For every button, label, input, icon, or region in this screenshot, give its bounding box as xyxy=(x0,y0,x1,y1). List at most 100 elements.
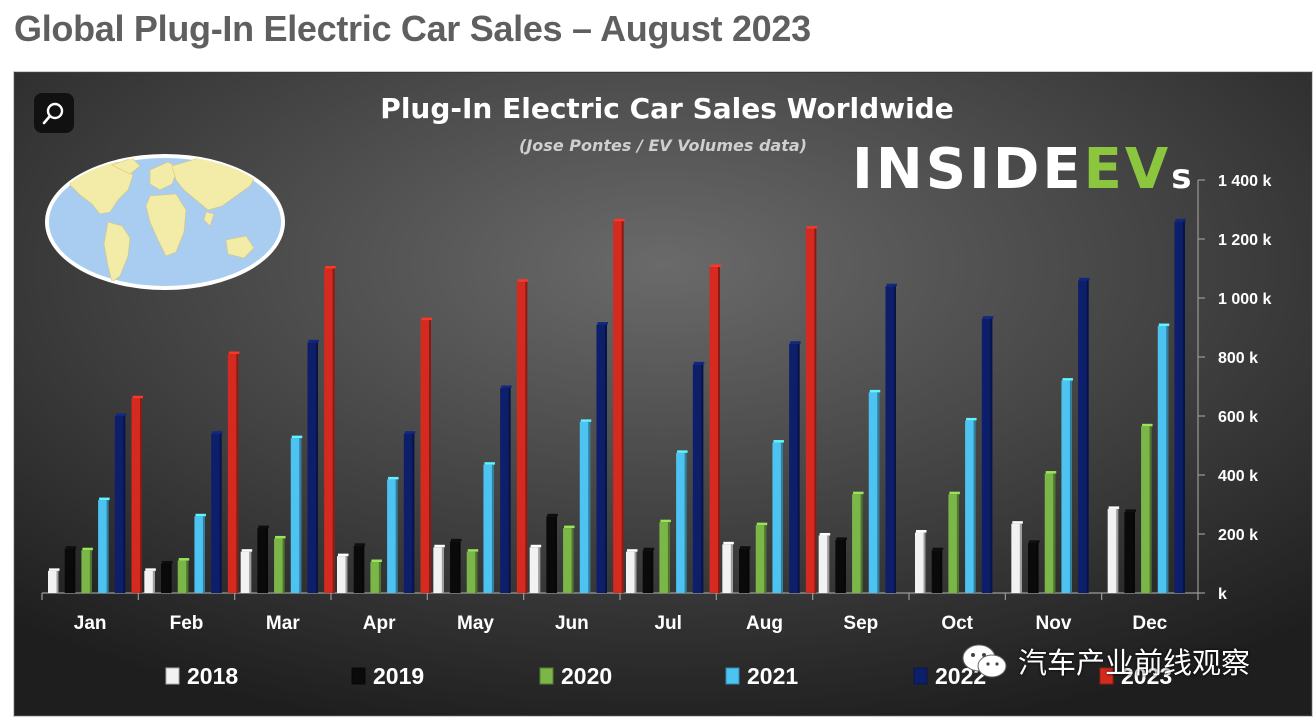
bar-2022-jan xyxy=(114,416,126,593)
bar-top-2020-jul xyxy=(660,519,671,523)
bar-side-2022-apr xyxy=(412,433,415,593)
page-title: Global Plug-In Electric Car Sales – Augu… xyxy=(14,8,811,49)
bar-2021-aug xyxy=(772,442,783,593)
bar-2018-jan xyxy=(48,570,59,593)
bar-top-2020-sep xyxy=(853,491,864,495)
bar-top-2022-jun xyxy=(597,322,608,325)
bar-side-2020-jan xyxy=(89,550,92,593)
bar-2019-aug xyxy=(739,548,750,593)
bar-top-2023-jun xyxy=(614,218,625,222)
bar-side-2023-jul xyxy=(718,267,720,593)
bar-top-2020-feb xyxy=(178,558,190,561)
bar-top-2021-oct xyxy=(966,417,977,421)
bar-side-2020-may xyxy=(475,551,478,593)
bar-top-2021-jun xyxy=(580,419,592,422)
bar-2022-apr xyxy=(403,433,415,593)
bar-top-2020-jan xyxy=(82,547,93,551)
bar-top-2021-sep xyxy=(869,389,881,393)
bar-top-2019-oct xyxy=(932,547,944,551)
bar-top-2022-jul xyxy=(693,361,705,365)
x-tick-label-mar: Mar xyxy=(266,613,300,634)
bar-side-2021-jun xyxy=(588,421,591,593)
bar-top-2019-aug xyxy=(740,546,751,549)
bar-top-2023-may xyxy=(517,279,529,282)
bar-2020-sep xyxy=(852,494,863,593)
bar-2018-mar xyxy=(240,551,252,593)
bar-side-2023-apr xyxy=(429,320,431,593)
bar-side-2018-nov xyxy=(1019,523,1022,593)
bar-side-2021-jul xyxy=(684,452,687,593)
bar-2018-jun xyxy=(529,547,541,593)
bar-side-2018-may xyxy=(441,547,444,593)
bar-2020-jan xyxy=(81,550,92,593)
bar-top-2018-jul xyxy=(627,549,638,552)
search-icon xyxy=(42,102,64,125)
bar-2022-oct xyxy=(981,318,993,593)
bar-side-2021-nov xyxy=(1069,380,1072,593)
legend-swatch-2018 xyxy=(165,667,180,685)
bar-2023-jan xyxy=(131,398,142,593)
bar-top-2022-sep xyxy=(886,283,897,287)
bar-side-2020-nov xyxy=(1053,473,1056,593)
zoom-button[interactable] xyxy=(34,93,74,133)
bar-2021-oct xyxy=(965,420,976,593)
bar-top-2023-feb xyxy=(228,351,240,355)
bar-top-2020-apr xyxy=(371,559,382,563)
bar-2021-may xyxy=(483,464,494,593)
bar-side-2018-aug xyxy=(730,544,733,593)
bar-2018-may xyxy=(433,547,444,593)
bar-2018-feb xyxy=(144,570,155,593)
bar-top-2018-jan xyxy=(49,568,60,571)
x-tick-label-aug: Aug xyxy=(746,613,783,634)
bar-side-2021-mar xyxy=(299,438,302,593)
legend-label-2018: 2018 xyxy=(187,663,238,689)
bar-top-2023-apr xyxy=(421,317,432,321)
bar-side-2021-oct xyxy=(973,420,976,593)
bar-2020-jun xyxy=(563,528,574,593)
bar-side-2018-jun xyxy=(538,547,541,593)
bar-top-2021-may xyxy=(484,462,495,465)
bar-2018-nov xyxy=(1011,523,1022,593)
bar-top-2020-dec xyxy=(1142,423,1153,427)
bar-2020-oct xyxy=(948,494,959,593)
bar-top-2021-mar xyxy=(291,435,303,439)
logo-inside: INSIDE xyxy=(852,137,1084,202)
chart-subtitle: (Jose Pontes / EV Volumes data) xyxy=(519,136,807,155)
bar-side-2019-jun xyxy=(554,516,557,593)
y-tick-label: 600 k xyxy=(1218,409,1258,426)
bar-2020-aug xyxy=(755,525,767,593)
bar-2021-sep xyxy=(868,392,880,593)
bar-side-2020-sep xyxy=(860,494,863,593)
bar-2021-jun xyxy=(579,421,591,593)
bar-top-2018-oct xyxy=(916,530,927,533)
legend-label-2020: 2020 xyxy=(561,663,612,689)
bar-top-2019-sep xyxy=(836,537,847,540)
bar-side-2018-sep xyxy=(827,535,830,593)
bar-2021-feb xyxy=(194,516,205,593)
x-tick-label-dec: Dec xyxy=(1132,613,1167,634)
bar-side-2019-feb xyxy=(169,563,172,593)
bar-side-2018-jul xyxy=(634,551,637,593)
bar-top-2021-aug xyxy=(773,440,784,443)
y-tick-label: 1 000 k xyxy=(1218,291,1271,308)
bar-top-2021-jan xyxy=(99,497,110,501)
bar-top-2019-mar xyxy=(258,525,269,529)
bar-2019-nov xyxy=(1028,542,1039,593)
bar-top-2023-mar xyxy=(325,266,336,269)
bar-2021-apr xyxy=(387,479,398,593)
bar-2020-jul xyxy=(659,522,670,593)
bar-top-2018-apr xyxy=(338,553,349,557)
bar-2021-jan xyxy=(98,500,109,593)
bar-top-2022-may xyxy=(501,385,512,388)
bar-top-2019-apr xyxy=(354,543,366,546)
bar-2022-feb xyxy=(211,433,222,593)
bar-top-2019-jul xyxy=(643,547,655,551)
bar-top-2018-may xyxy=(434,544,445,548)
x-tick-label-feb: Feb xyxy=(170,613,204,634)
bar-2022-jul xyxy=(692,364,704,593)
legend-label-2019: 2019 xyxy=(373,663,424,689)
bar-top-2022-aug xyxy=(790,341,801,344)
bar-top-2019-may xyxy=(451,538,462,542)
x-tick-label-oct: Oct xyxy=(941,613,973,634)
y-tick-label: 200 k xyxy=(1218,527,1258,544)
